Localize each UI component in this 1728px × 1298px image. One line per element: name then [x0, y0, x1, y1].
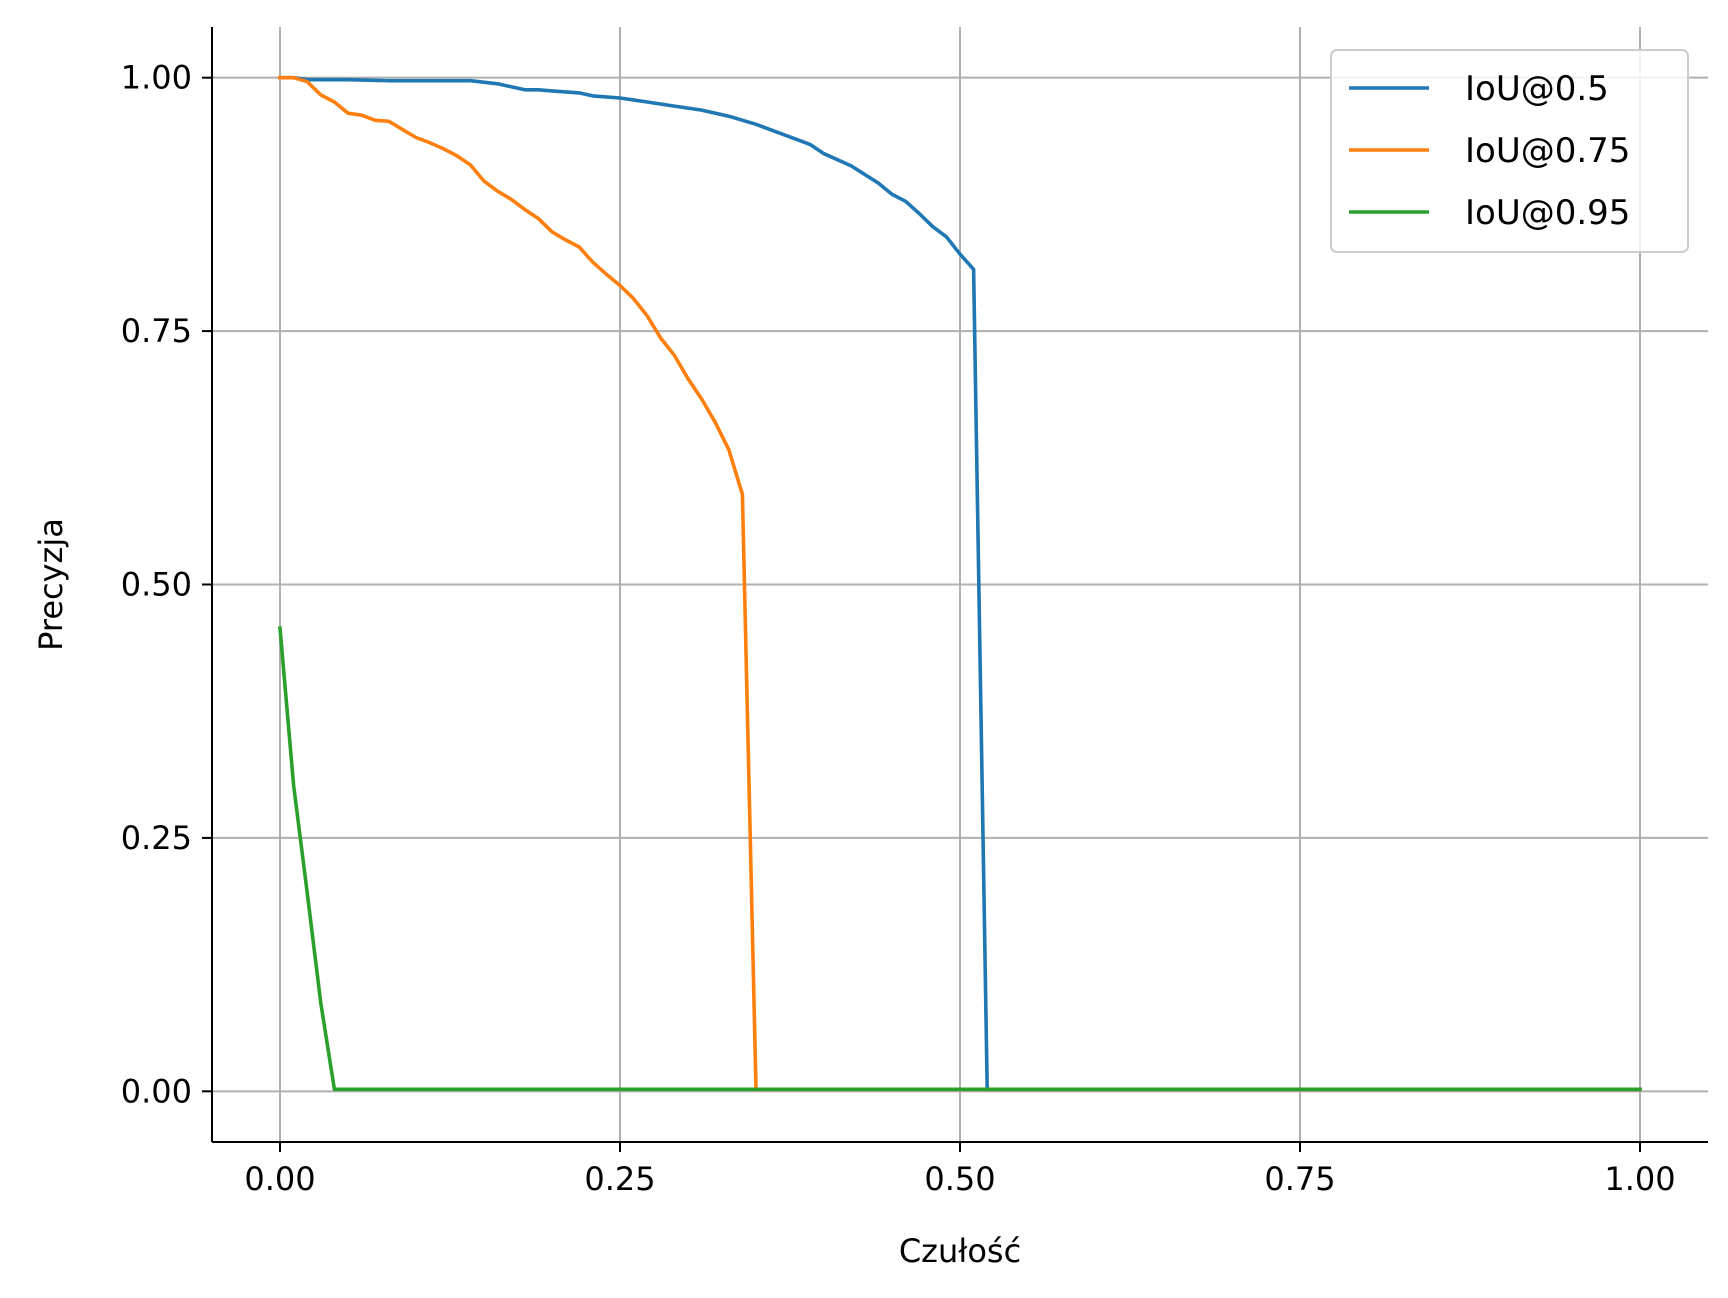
- y-tick-label: 1.00: [121, 59, 192, 97]
- series-line-iou-0-5: [278, 75, 1642, 1092]
- y-tick-label: 0.50: [121, 566, 192, 604]
- y-tick-label: 0.00: [121, 1072, 192, 1110]
- series-line-iou-0-75: [278, 75, 1642, 1092]
- y-axis-label: Precyzja: [32, 518, 70, 651]
- ticks: 0.00 0.25 0.50 0.75 1.00 0.00 0.25 0.50 0.75 1.00: [121, 59, 1676, 1198]
- series-line-iou-0-95: [278, 626, 1642, 1092]
- y-tick-label: 0.25: [121, 819, 192, 857]
- y-tick-label: 0.75: [121, 312, 192, 350]
- x-tick-label: 0.50: [924, 1160, 995, 1198]
- plot-series: [278, 75, 1642, 1092]
- legend-box: [1330, 49, 1689, 253]
- x-tick-label: 1.00: [1604, 1160, 1675, 1198]
- legend-label: IoU@0.75: [1465, 131, 1630, 171]
- legend-label: IoU@0.5: [1465, 69, 1609, 109]
- legend-label: IoU@0.95: [1465, 193, 1630, 233]
- x-tick-label: 0.25: [584, 1160, 655, 1198]
- legend: IoU@0.5 IoU@0.75 IoU@0.95: [1330, 49, 1689, 253]
- x-axis-label: Czułość: [899, 1232, 1021, 1270]
- x-tick-label: 0.75: [1264, 1160, 1335, 1198]
- x-tick-label: 0.00: [244, 1160, 315, 1198]
